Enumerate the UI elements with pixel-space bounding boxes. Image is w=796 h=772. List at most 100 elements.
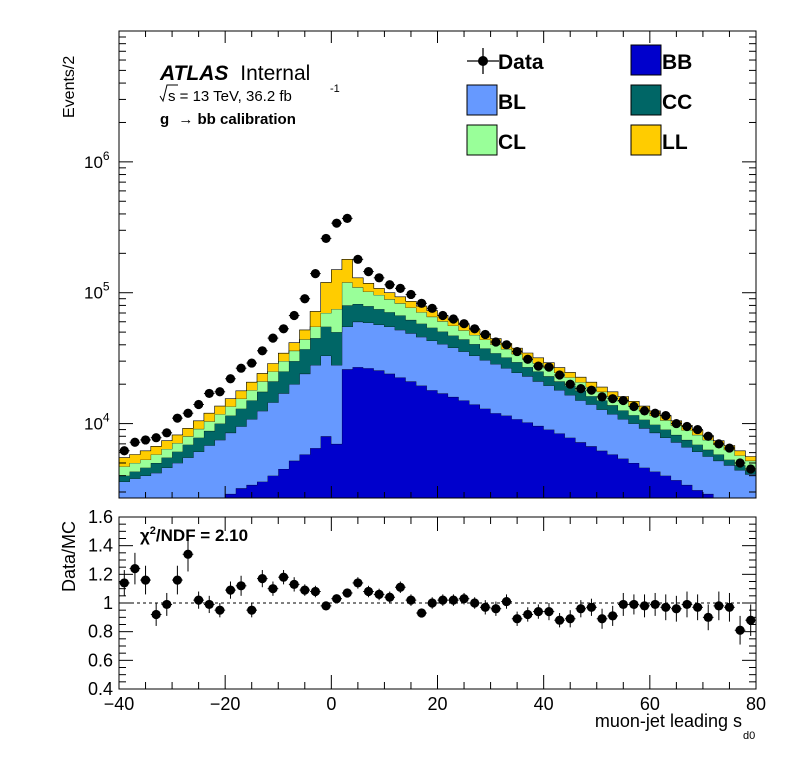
data-point-marker — [204, 388, 214, 399]
data-point — [395, 283, 406, 293]
data-point-marker — [162, 428, 172, 438]
ratio-x-tick-label: −40 — [104, 694, 135, 714]
ratio-point-marker — [746, 615, 756, 625]
ratio-point-marker — [629, 599, 639, 610]
data-point-marker — [533, 361, 543, 371]
data-point-marker — [140, 435, 151, 445]
ratio-point — [671, 595, 682, 622]
stack-component-bl — [119, 321, 756, 498]
data-point-marker — [332, 218, 342, 228]
legend-data-marker — [478, 56, 488, 66]
data-point-marker — [257, 346, 267, 356]
data-point — [373, 273, 385, 283]
ratio-y-tick-label: 0.4 — [88, 679, 113, 699]
data-point-marker — [363, 267, 374, 277]
data-point-marker — [310, 269, 321, 279]
ratio-point — [225, 581, 236, 599]
ratio-point — [660, 594, 672, 621]
ratio-point — [129, 552, 141, 585]
data-point-marker — [236, 363, 246, 373]
ratio-point-marker — [416, 608, 427, 618]
data-point-marker — [639, 406, 650, 416]
legend-swatch-ll — [630, 124, 662, 156]
data-point — [479, 329, 491, 340]
data-point — [564, 379, 576, 389]
ratio-point-marker — [470, 598, 480, 608]
ratio-point-marker — [183, 549, 193, 559]
data-point — [660, 411, 672, 421]
data-point-marker — [130, 437, 140, 447]
data-point-marker — [225, 374, 236, 384]
data-point-marker — [300, 294, 310, 304]
stack-component-bb — [119, 367, 756, 498]
ratio-point — [405, 594, 417, 606]
data-point-marker — [501, 340, 512, 350]
data-point — [724, 443, 735, 453]
data-point-marker — [427, 303, 437, 313]
data-point — [225, 374, 236, 384]
data-point-marker — [554, 370, 565, 380]
data-point — [129, 437, 141, 447]
ratio-point-marker — [618, 599, 628, 610]
ratio-point — [161, 592, 173, 616]
ratio-point — [596, 608, 608, 629]
main-axes-ticks: 104 105 106 — [84, 31, 757, 498]
legend-entry-bl: BL — [466, 84, 526, 116]
data-point — [702, 431, 714, 441]
ratio-point — [458, 592, 470, 605]
ratio-point — [724, 592, 735, 622]
energy-line: s = 13 TeV, 36.2 fb — [168, 88, 292, 105]
chi2-symbol: χ — [140, 526, 150, 545]
data-point — [649, 408, 661, 418]
ratio-x-tick-label: −20 — [210, 694, 241, 714]
main-y-tick-label: 106 — [84, 149, 110, 172]
data-point — [692, 424, 703, 435]
ratio-x-tick-label: 60 — [640, 694, 660, 714]
main-panel: 104 105 106 Events/2 ATLAS Internal s = 13… — [61, 30, 757, 499]
data-point-marker — [353, 254, 363, 264]
legend: Data BB BL CC CL LL — [466, 44, 692, 156]
ratio-point-marker — [151, 609, 161, 620]
ratio-x-axis-label-subscript: d0 — [743, 730, 755, 742]
data-point — [639, 406, 650, 416]
data-point — [575, 384, 587, 394]
ratio-point-marker — [586, 602, 597, 612]
ratio-y-tick-label: 0.8 — [88, 622, 113, 642]
ratio-point — [320, 601, 332, 611]
ratio-point-marker — [693, 602, 703, 612]
ratio-point — [511, 611, 523, 626]
ratio-point — [246, 603, 258, 618]
data-point-marker — [650, 408, 660, 418]
ratio-x-tick-label: 20 — [427, 694, 447, 714]
ratio-point — [119, 570, 130, 596]
ratio-point — [501, 594, 512, 609]
data-point — [363, 267, 374, 277]
ratio-point — [533, 604, 544, 619]
ratio-y-tick-label: 1.2 — [88, 564, 113, 584]
main-y-tick-label: 105 — [84, 280, 110, 303]
ratio-point-marker — [194, 595, 204, 605]
chi2-power: 2 — [150, 525, 156, 537]
ratio-point — [310, 585, 321, 598]
lumi-exponent: -1 — [330, 83, 340, 95]
data-point-marker — [693, 424, 703, 435]
ratio-point — [522, 607, 534, 622]
data-point — [140, 435, 151, 445]
ratio-point — [681, 591, 693, 618]
legend-label-bb: BB — [662, 51, 692, 74]
data-point-marker — [395, 283, 405, 293]
data-point — [533, 361, 544, 371]
data-point-marker — [374, 273, 384, 283]
data-point — [182, 408, 194, 418]
ratio-point-marker — [395, 582, 405, 592]
data-point-marker — [703, 431, 713, 441]
ratio-point — [490, 601, 502, 616]
legend-entry-ll: LL — [630, 124, 688, 156]
data-point — [310, 269, 321, 279]
ratio-point-marker — [225, 585, 236, 595]
data-point — [150, 433, 162, 443]
data-point-marker — [512, 346, 522, 357]
ratio-point — [278, 570, 289, 585]
ratio-point-marker — [523, 609, 533, 620]
ratio-point-marker — [661, 602, 671, 612]
